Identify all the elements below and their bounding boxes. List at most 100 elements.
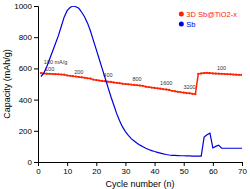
- series-point: [232, 73, 234, 75]
- series-point: [46, 73, 48, 75]
- series-point: [151, 86, 153, 88]
- x-tick: 20: [92, 162, 101, 176]
- series-point: [49, 73, 51, 75]
- series-point: [66, 74, 68, 76]
- x-tick-label: 10: [63, 167, 72, 176]
- y-tick: 400: [19, 96, 38, 105]
- x-tick-label: 70: [238, 167, 247, 176]
- series-point: [241, 74, 242, 76]
- annotation: 1600: [160, 80, 172, 86]
- series-point: [92, 79, 94, 81]
- series-point: [223, 73, 225, 75]
- series-point: [174, 90, 176, 92]
- series-point: [171, 90, 173, 92]
- series-point: [139, 84, 141, 86]
- series-point: [98, 79, 100, 81]
- annotation: 100: [217, 65, 226, 71]
- series-point: [89, 77, 91, 79]
- x-tick: 60: [209, 162, 218, 176]
- annotation: 100 mA/g: [44, 59, 68, 65]
- x-tick: 0: [36, 162, 41, 176]
- y-axis-title: Capacity (mAh/g): [2, 49, 12, 119]
- series-point: [194, 93, 196, 95]
- series-point: [200, 72, 202, 74]
- series-point: [57, 73, 59, 75]
- y-tick-mark: [34, 162, 38, 163]
- series-point: [226, 73, 228, 75]
- series-point: [212, 72, 214, 74]
- series-point: [119, 82, 121, 84]
- series-point: [127, 83, 129, 85]
- y-tick-mark: [34, 131, 38, 132]
- series-line: [41, 6, 242, 156]
- series-point: [153, 87, 155, 89]
- y-tick-mark: [34, 37, 38, 38]
- y-tick-mark: [34, 68, 38, 69]
- x-tick: 50: [180, 162, 189, 176]
- chart: 01020304050607002004006008001000Cycle nu…: [0, 0, 250, 189]
- x-axis: 010203040506070: [36, 162, 247, 176]
- series-point: [235, 74, 237, 76]
- series-point: [84, 77, 86, 79]
- x-tick-label: 30: [121, 167, 130, 176]
- series-point: [113, 81, 115, 83]
- x-axis-line: [39, 163, 243, 167]
- series-point: [81, 76, 83, 78]
- series-point: [95, 79, 97, 81]
- series-point: [215, 72, 217, 74]
- series-point: [40, 72, 42, 74]
- series-point: [130, 84, 132, 86]
- y-tick: 800: [19, 33, 38, 42]
- x-tick: 30: [121, 162, 130, 176]
- y-tick: 200: [19, 127, 38, 136]
- series-point: [159, 88, 161, 90]
- series-point: [124, 83, 126, 85]
- x-tick-mark: [242, 162, 243, 166]
- series-point: [168, 89, 170, 91]
- series-point: [209, 72, 211, 74]
- series-point: [54, 73, 56, 75]
- series-point: [75, 75, 77, 77]
- series-point: [145, 86, 147, 88]
- x-tick-label: 20: [92, 167, 101, 176]
- series-point: [60, 73, 62, 75]
- x-tick-label: 60: [209, 167, 218, 176]
- legend-label: 3D Sb@TiO2-x: [186, 10, 237, 19]
- series-point: [133, 84, 135, 86]
- x-tick: 10: [63, 162, 72, 176]
- annotation: 100: [45, 66, 54, 72]
- y-tick-label: 1000: [14, 2, 32, 11]
- series-point: [162, 88, 164, 90]
- series-point: [121, 83, 123, 85]
- y-tick-mark: [34, 6, 38, 7]
- series-point: [72, 75, 74, 77]
- legend: 3D Sb@TiO2-xSb: [179, 10, 237, 29]
- y-tick: 600: [19, 64, 38, 73]
- y-tick-label: 0: [28, 158, 33, 167]
- series: [40, 72, 242, 96]
- series-point: [186, 92, 188, 94]
- legend-marker: [179, 22, 184, 27]
- y-axis: 0 200 400 600 800 1000: [14, 2, 38, 167]
- x-tick-mark: [125, 162, 126, 166]
- x-tick: 70: [238, 162, 247, 176]
- annotations: 10020040080016003200100100 mA/g: [44, 59, 226, 90]
- series-point: [221, 73, 223, 75]
- x-tick-mark: [155, 162, 156, 166]
- series-point: [183, 91, 185, 93]
- annotation: 800: [132, 76, 141, 82]
- x-tick-label: 0: [36, 167, 41, 176]
- series-point: [86, 77, 88, 79]
- x-tick-mark: [67, 162, 68, 166]
- x-axis-title: Cycle number (n): [105, 179, 174, 189]
- series-point: [165, 88, 167, 90]
- annotation: 3200: [183, 84, 195, 90]
- series-point: [136, 84, 138, 86]
- series-point: [197, 73, 199, 75]
- x-tick-mark: [96, 162, 97, 166]
- y-tick-label: 400: [19, 96, 33, 105]
- series-point: [107, 81, 109, 83]
- series-point: [177, 91, 179, 93]
- series-point: [203, 72, 205, 74]
- y-tick-label: 800: [19, 33, 33, 42]
